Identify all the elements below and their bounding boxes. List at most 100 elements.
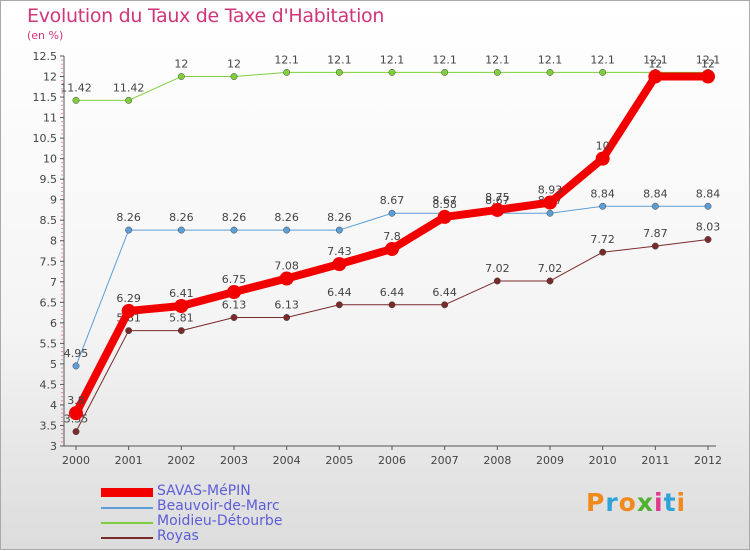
chart-subtitle: (en %) bbox=[27, 29, 64, 42]
legend-label: Beauvoir-de-Marc bbox=[157, 498, 280, 514]
y-minor-tick bbox=[61, 182, 63, 184]
data-point-beauvoir-de-marc bbox=[177, 226, 185, 234]
y-minor-tick bbox=[61, 252, 63, 254]
data-label-royas: 7.87 bbox=[643, 227, 668, 240]
data-point-royas bbox=[72, 428, 80, 436]
data-point-savas-m-pin bbox=[332, 257, 347, 272]
y-minor-tick bbox=[61, 207, 63, 209]
y-minor-tick bbox=[61, 277, 63, 279]
y-tick-label: 12 bbox=[43, 71, 57, 84]
data-label-savas-m-pin: 10 bbox=[596, 140, 610, 153]
legend-label: Royas bbox=[157, 528, 199, 544]
data-point-savas-m-pin bbox=[69, 406, 83, 421]
y-minor-tick bbox=[61, 412, 63, 414]
data-point-royas bbox=[125, 327, 133, 335]
y-minor-tick bbox=[61, 359, 63, 361]
y-minor-tick bbox=[61, 428, 63, 431]
y-tick-label: 6 bbox=[50, 317, 57, 330]
data-point-royas bbox=[493, 277, 501, 285]
x-tick-label: 2003 bbox=[220, 454, 248, 467]
y-minor-tick bbox=[61, 170, 63, 172]
y-minor-tick bbox=[61, 59, 63, 61]
y-minor-tick bbox=[61, 387, 63, 390]
data-label-savas-m-pin: 12 bbox=[701, 58, 715, 71]
data-point-beauvoir-de-marc bbox=[125, 226, 133, 234]
y-tick-label: 5.5 bbox=[40, 337, 58, 350]
data-point-beauvoir-de-marc bbox=[599, 202, 607, 210]
y-minor-tick bbox=[61, 92, 63, 94]
y-minor-tick bbox=[61, 203, 63, 205]
data-point-savas-m-pin bbox=[174, 299, 189, 314]
data-label-savas-m-pin: 6.75 bbox=[222, 273, 247, 286]
logo-letter: r bbox=[605, 488, 619, 517]
y-minor-tick bbox=[61, 166, 63, 168]
data-point-royas bbox=[441, 301, 449, 309]
data-point-royas bbox=[335, 301, 343, 309]
x-tick-label: 2010 bbox=[589, 454, 617, 467]
y-minor-tick bbox=[61, 346, 63, 349]
y-minor-tick bbox=[61, 293, 63, 295]
data-label-moidieu-d-tourbe: 12 bbox=[174, 58, 188, 71]
data-label-beauvoir-de-marc: 8.67 bbox=[380, 194, 405, 207]
data-label-beauvoir-de-marc: 8.67 bbox=[485, 194, 510, 207]
data-label-moidieu-d-tourbe: 12.1 bbox=[643, 53, 668, 66]
y-minor-tick bbox=[61, 194, 63, 197]
data-label-royas: 7.02 bbox=[538, 262, 563, 275]
y-minor-tick bbox=[61, 174, 63, 176]
y-minor-tick bbox=[61, 129, 63, 131]
legend-swatch bbox=[101, 537, 153, 539]
series-line-royas bbox=[75, 239, 709, 433]
data-label-savas-m-pin: 6.41 bbox=[169, 287, 194, 300]
data-point-beauvoir-de-marc bbox=[546, 209, 554, 217]
data-point-savas-m-pin bbox=[543, 195, 557, 210]
x-tick-label: 2001 bbox=[115, 454, 143, 467]
y-minor-tick bbox=[61, 141, 63, 143]
data-point-moidieu-d-tourbe bbox=[177, 73, 185, 80]
y-minor-tick bbox=[61, 441, 63, 443]
data-point-moidieu-d-tourbe bbox=[283, 68, 291, 76]
y-tick-label: 4 bbox=[50, 399, 57, 412]
y-minor-tick bbox=[61, 149, 63, 152]
data-point-savas-m-pin bbox=[385, 241, 399, 256]
data-label-savas-m-pin: 3.8 bbox=[67, 394, 85, 407]
legend-swatch bbox=[101, 522, 153, 524]
y-minor-tick bbox=[61, 408, 63, 410]
data-label-moidieu-d-tourbe: 12.1 bbox=[327, 53, 352, 66]
y-minor-tick bbox=[61, 420, 63, 422]
data-label-royas: 6.44 bbox=[327, 286, 352, 299]
data-label-beauvoir-de-marc: 8.67 bbox=[432, 194, 457, 207]
y-minor-tick bbox=[61, 88, 63, 90]
data-label-royas: 6.13 bbox=[274, 299, 299, 312]
logo-letter: P bbox=[586, 488, 606, 517]
data-point-beauvoir-de-marc bbox=[72, 362, 80, 370]
y-minor-tick bbox=[61, 84, 63, 86]
data-label-moidieu-d-tourbe: 12.1 bbox=[696, 53, 721, 66]
y-minor-tick bbox=[61, 416, 63, 418]
data-label-savas-m-pin: 8.75 bbox=[485, 191, 510, 204]
data-label-moidieu-d-tourbe: 12.1 bbox=[274, 53, 299, 66]
data-point-moidieu-d-tourbe bbox=[493, 68, 501, 76]
series-line-moidieu-d-tourbe bbox=[75, 71, 709, 101]
data-point-moidieu-d-tourbe bbox=[125, 96, 133, 104]
y-minor-tick bbox=[61, 248, 63, 250]
y-minor-tick bbox=[61, 67, 63, 69]
y-minor-tick bbox=[61, 330, 63, 332]
data-label-beauvoir-de-marc: 4.95 bbox=[64, 347, 89, 360]
y-minor-tick bbox=[61, 297, 63, 299]
y-minor-tick bbox=[61, 71, 63, 74]
y-minor-tick bbox=[61, 162, 63, 164]
data-label-beauvoir-de-marc: 8.84 bbox=[590, 187, 615, 200]
data-point-moidieu-d-tourbe bbox=[388, 68, 396, 76]
data-point-royas bbox=[283, 314, 291, 321]
y-minor-tick bbox=[61, 112, 63, 115]
x-tick-label: 2006 bbox=[378, 454, 406, 467]
y-minor-tick bbox=[61, 433, 63, 435]
y-tick-label: 4.5 bbox=[40, 378, 58, 391]
y-minor-tick bbox=[61, 63, 63, 65]
y-minor-tick bbox=[61, 338, 63, 340]
y-tick-label: 5 bbox=[50, 358, 57, 371]
logo-letter: x bbox=[636, 488, 654, 517]
y-minor-tick bbox=[61, 314, 63, 316]
